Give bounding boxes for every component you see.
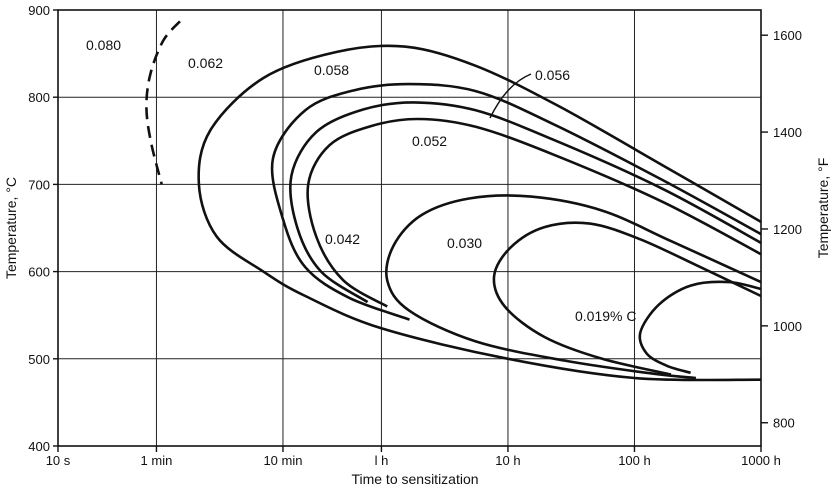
y-tick-label: 800	[28, 90, 50, 105]
curve-label: 0.019% C	[575, 308, 636, 324]
curve-label: 0.056	[535, 67, 570, 83]
y-axis-right: 800 1000 1200 1400 1600	[761, 28, 802, 431]
x-tick-label: 1000 h	[741, 453, 781, 468]
curve-4	[306, 117, 762, 308]
curve-labels: 0.080 0.062 0.058 0.056 0.052 0.042 0.030 0.019…	[86, 37, 636, 324]
curve-label: 0.042	[325, 231, 360, 247]
curve-2	[270, 82, 762, 321]
y-axis-left: 400 500 600 700 800 900	[28, 3, 58, 454]
y-tick-label: 400	[28, 439, 50, 454]
y-tick-label: 600	[28, 265, 50, 280]
y-tick-label: 500	[28, 352, 50, 367]
curve-label: 0.080	[86, 37, 121, 53]
curve-label: 0.030	[447, 235, 482, 251]
x-tick-label: l h	[375, 453, 389, 468]
grid	[58, 10, 761, 446]
x-tick-label: 10 h	[495, 453, 520, 468]
curve-label: 0.052	[412, 133, 447, 149]
y2-axis-title: Temperature, °F	[815, 158, 831, 259]
curve-3	[289, 101, 762, 304]
x-tick-label: 1 min	[141, 453, 173, 468]
y-tick-label: 900	[28, 3, 50, 18]
y2-tick-label: 800	[773, 416, 795, 431]
plot-frame	[57, 9, 762, 447]
x-tick-label: 10 s	[46, 453, 71, 468]
x-tick-label: 10 min	[263, 453, 302, 468]
curve-label: 0.058	[314, 62, 349, 78]
curve-1	[197, 44, 762, 382]
y2-tick-label: 1400	[773, 125, 802, 140]
y2-tick-label: 1000	[773, 319, 802, 334]
label-leader-line	[489, 73, 532, 119]
x-axis-title: Time to sensitization	[351, 471, 478, 487]
curve-label: 0.062	[188, 55, 223, 71]
curves	[145, 20, 762, 382]
curve-5	[385, 194, 762, 380]
curve-6	[492, 221, 762, 376]
y-axis-title: Temperature, °C	[3, 177, 19, 279]
y-tick-label: 700	[28, 177, 50, 192]
y2-tick-label: 1200	[773, 222, 802, 237]
x-axis: 10 s 1 min 10 min l h 10 h 100 h 1000 h	[46, 446, 781, 468]
x-tick-label: 100 h	[618, 453, 651, 468]
curve-7	[638, 280, 762, 375]
curve-0	[145, 20, 181, 185]
y2-tick-label: 1600	[773, 28, 802, 43]
